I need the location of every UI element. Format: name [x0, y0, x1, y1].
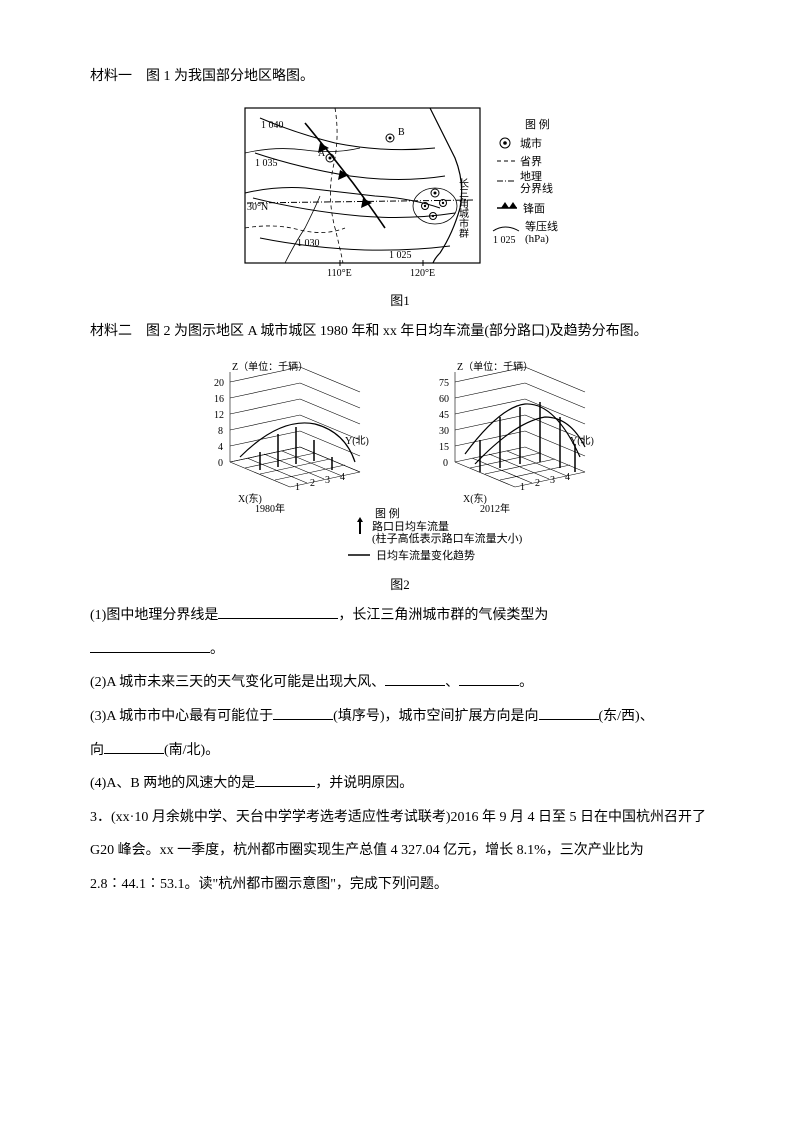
- q4-text-a: (4)A、B 两地的风速大的是: [90, 776, 255, 791]
- q1-blank2[interactable]: [90, 638, 210, 653]
- svg-text:4: 4: [340, 472, 345, 483]
- chart-figure2: 20 16 12 8 4 0 Z（单位：千辆） Y(北): [160, 352, 640, 572]
- y-label-2: Y(北): [570, 435, 594, 447]
- svg-text:60: 60: [439, 394, 449, 405]
- svg-text:16: 16: [214, 394, 224, 405]
- legend-province: 省界: [520, 155, 542, 168]
- region-label: 长三角城市群: [457, 177, 469, 238]
- question-3b: 向 (南/北)。: [90, 734, 710, 768]
- material1-intro: 材料一 图 1 为我国部分地区略图。: [90, 60, 710, 94]
- q2-text-b: 、: [445, 675, 459, 690]
- material2-intro: 材料二 图 2 为图示地区 A 城市城区 1980 年和 xx 年日均车流量(部…: [90, 315, 710, 349]
- year2: 2012年: [480, 502, 510, 515]
- isobar-1025: 1 025: [389, 250, 412, 261]
- legend-isobar2: (hPa): [525, 233, 549, 245]
- svg-text:1: 1: [295, 482, 300, 493]
- q3-blank2[interactable]: [539, 705, 599, 720]
- legend-front: 锋面: [523, 202, 545, 215]
- q3-text-d: 向: [90, 743, 104, 758]
- label-A: A: [318, 148, 326, 159]
- q2-text-a: (2)A 城市未来三天的天气变化可能是出现大风、: [90, 675, 385, 690]
- figure1-caption: 图1: [90, 294, 710, 307]
- z-label-2: Z（单位：千辆）: [457, 360, 533, 373]
- q1-text-a: (1)图中地理分界线是: [90, 608, 218, 623]
- label-B: B: [398, 127, 405, 138]
- svg-text:45: 45: [439, 410, 449, 421]
- isobar-1040: 1 040: [261, 120, 284, 131]
- isobar-1035: 1 035: [255, 158, 278, 169]
- q3-blank3[interactable]: [104, 739, 164, 754]
- q4-text-b: ，并说明原因。: [315, 776, 413, 791]
- q2-blank2[interactable]: [459, 671, 519, 686]
- question-2: (2)A 城市未来三天的天气变化可能是出现大风、 、 。: [90, 666, 710, 700]
- svg-text:2: 2: [535, 478, 540, 489]
- svg-text:0: 0: [443, 458, 448, 469]
- legend-city: 城市: [520, 136, 542, 150]
- q3-text-e: (南/北)。: [164, 743, 219, 758]
- legend2-bar2: (柱子高低表示路口车流量大小): [372, 531, 523, 545]
- svg-text:4: 4: [565, 472, 570, 483]
- svg-text:15: 15: [439, 442, 449, 453]
- figure1-block: 1 040 1 035 1 030 1 025 A B 长三角城市群 30°N …: [90, 98, 710, 307]
- y-label-1: Y(北): [345, 435, 369, 447]
- exam-page: 材料一 图 1 为我国部分地区略图。 1 040 1 035 1 030 1 0…: [0, 0, 800, 942]
- question-3: (3)A 城市市中心最有可能位于 (填序号)，城市空间扩展方向是向 (东/西)、: [90, 700, 710, 734]
- legend-geoline2: 分界线: [520, 181, 553, 195]
- lon1-label: 110°E: [327, 268, 352, 279]
- question-4: (4)A、B 两地的风速大的是 ，并说明原因。: [90, 767, 710, 801]
- map-figure1: 1 040 1 035 1 030 1 025 A B 长三角城市群 30°N …: [185, 98, 615, 288]
- legend2-bar1: 路口日均车流量: [372, 519, 449, 533]
- svg-text:4: 4: [218, 442, 223, 453]
- svg-text:30: 30: [439, 426, 449, 437]
- question-1b: 。: [90, 633, 710, 667]
- q1-text-c: 。: [210, 642, 224, 657]
- q4-blank1[interactable]: [255, 772, 315, 787]
- legend2-curve: 日均车流量变化趋势: [376, 548, 475, 562]
- svg-text:1: 1: [520, 482, 525, 493]
- q3-text-a: (3)A 城市市中心最有可能位于: [90, 709, 273, 724]
- z-label-1: Z（单位：千辆）: [232, 360, 308, 373]
- year1: 1980年: [255, 502, 285, 515]
- svg-text:20: 20: [214, 378, 224, 389]
- q2-text-c: 。: [519, 675, 533, 690]
- legend-geoline1: 地理: [520, 170, 542, 183]
- legend2-title: 图 例: [375, 506, 400, 520]
- svg-text:2: 2: [310, 478, 315, 489]
- svg-text:12: 12: [214, 410, 224, 421]
- q3-blank1[interactable]: [273, 705, 333, 720]
- legend-title: 图 例: [525, 117, 550, 131]
- lat-label: 30°N: [247, 202, 268, 213]
- svg-text:0: 0: [218, 458, 223, 469]
- svg-text:75: 75: [439, 378, 449, 389]
- q3-text-c: (东/西)、: [599, 709, 654, 724]
- legend-isobar1: 等压线: [525, 219, 558, 233]
- q2-blank1[interactable]: [385, 671, 445, 686]
- svg-text:3: 3: [550, 475, 555, 486]
- q3-text-b: (填序号)，城市空间扩展方向是向: [333, 709, 538, 724]
- svg-text:8: 8: [218, 426, 223, 437]
- svg-text:3: 3: [325, 475, 330, 486]
- question-1: (1)图中地理分界线是 ，长江三角洲城市群的气候类型为: [90, 599, 710, 633]
- figure2-caption: 图2: [90, 578, 710, 591]
- q3-intro: 3．(xx·10 月余姚中学、天台中学学考选考适应性考试联考)2016 年 9 …: [90, 801, 710, 902]
- isobar-1030: 1 030: [297, 238, 320, 249]
- q1-text-b: ，长江三角洲城市群的气候类型为: [338, 608, 548, 623]
- figure2-block: 20 16 12 8 4 0 Z（单位：千辆） Y(北): [90, 352, 710, 591]
- legend-isobar-sample: 1 025: [493, 235, 516, 246]
- q1-blank1[interactable]: [218, 604, 338, 619]
- lon2-label: 120°E: [410, 268, 435, 279]
